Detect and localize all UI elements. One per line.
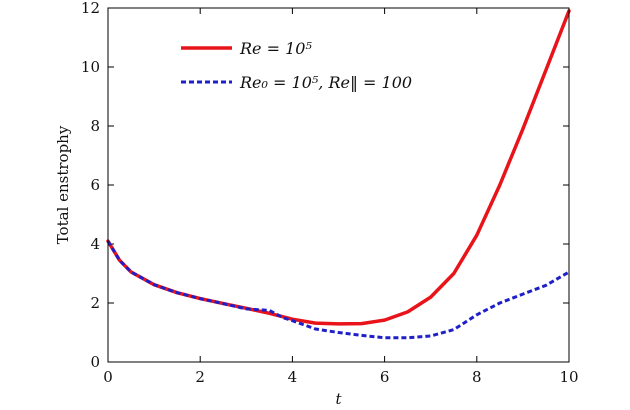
- x-tick-label-3: 6: [380, 368, 390, 386]
- x-tick-label-0: 0: [103, 368, 113, 386]
- series-line-1: [106, 240, 570, 340]
- legend-entry-re: Re = 10⁵: [239, 39, 312, 58]
- y-tick-label-0: 0: [90, 353, 100, 371]
- x-axis-label: t: [335, 390, 342, 408]
- series-line-0: [106, 9, 571, 326]
- legend-entry-re0: Re₀ = 10⁵, Re‖ = 100: [239, 73, 412, 92]
- x-tick-label-5: 10: [559, 368, 578, 386]
- y-axis-label: Total enstrophy: [54, 125, 72, 244]
- series-layer: [106, 9, 571, 340]
- legend: Re = 10⁵ Re₀ = 10⁵, Re‖ = 100: [181, 39, 412, 92]
- y-tick-label-6: 12: [81, 0, 100, 17]
- y-tick-label-1: 2: [90, 294, 100, 312]
- x-tick-label-4: 8: [472, 368, 482, 386]
- plot-frame: [107, 7, 570, 363]
- ticks-layer: 0 2 4 6 8 10 0 2 4 6 8 10 12: [81, 0, 579, 386]
- y-tick-label-3: 6: [90, 176, 100, 194]
- x-tick-label-2: 4: [288, 368, 298, 386]
- y-tick-label-2: 4: [90, 235, 100, 253]
- y-tick-label-4: 8: [90, 117, 100, 135]
- x-tick-label-1: 2: [195, 368, 205, 386]
- y-tick-label-5: 10: [81, 58, 100, 76]
